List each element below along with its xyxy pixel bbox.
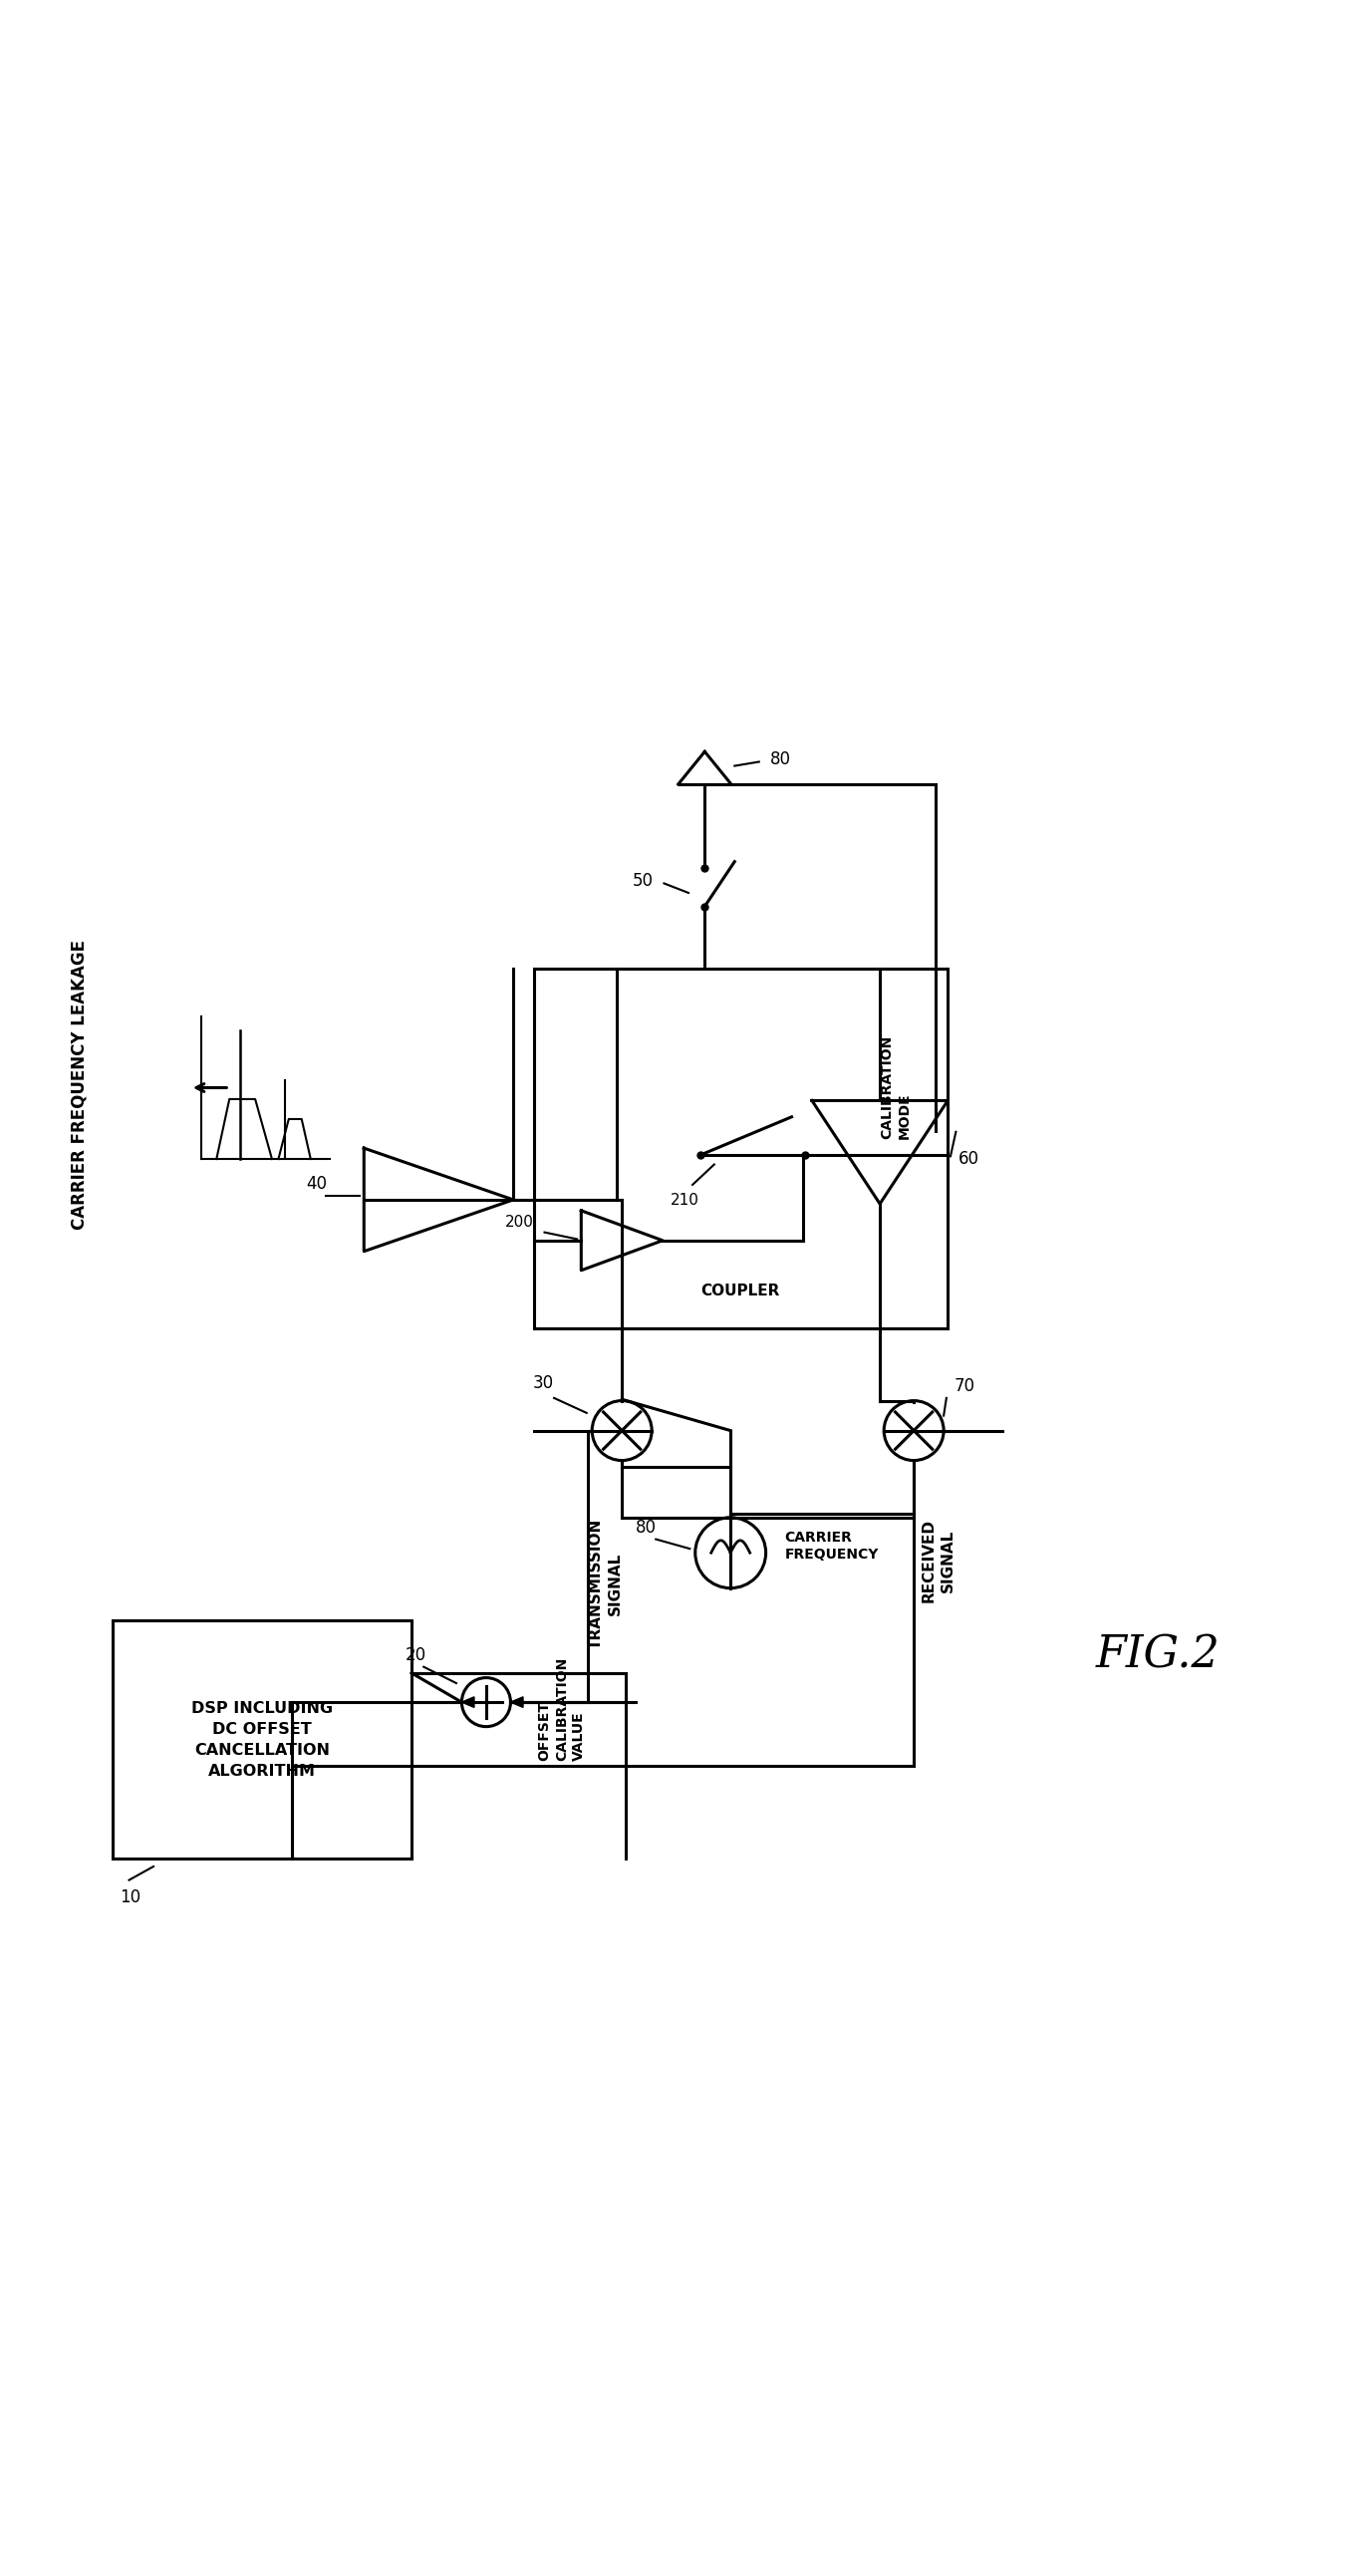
Text: CARRIER
FREQUENCY: CARRIER FREQUENCY	[785, 1530, 878, 1561]
Text: CARRIER FREQUENCY LEAKAGE: CARRIER FREQUENCY LEAKAGE	[70, 940, 87, 1229]
Text: 210: 210	[669, 1193, 699, 1208]
Text: 80: 80	[770, 750, 791, 768]
Bar	[534, 969, 948, 1329]
Text: CALIBRATION
MODE: CALIBRATION MODE	[880, 1036, 911, 1139]
Text: RECEIVED
SIGNAL: RECEIVED SIGNAL	[921, 1520, 956, 1602]
Text: OFFSET
CALIBRATION
VALUE: OFFSET CALIBRATION VALUE	[538, 1656, 586, 1762]
Text: 200: 200	[505, 1216, 534, 1229]
Text: 60: 60	[959, 1149, 979, 1167]
Text: 50: 50	[632, 871, 653, 889]
Text: 20: 20	[404, 1646, 426, 1664]
Text: 30: 30	[533, 1376, 553, 1394]
Text: 70: 70	[955, 1378, 975, 1396]
Text: TRANSMISSION
SIGNAL: TRANSMISSION SIGNAL	[589, 1520, 623, 1649]
Polygon shape	[462, 1698, 474, 1708]
Text: 80: 80	[637, 1520, 657, 1535]
Polygon shape	[511, 1698, 523, 1708]
Text: FIG.2: FIG.2	[1096, 1633, 1220, 1677]
Text: 10: 10	[120, 1888, 141, 1906]
Text: 40: 40	[306, 1175, 326, 1193]
Text: DSP INCLUDING
DC OFFSET
CANCELLATION
ALGORITHM: DSP INCLUDING DC OFFSET CANCELLATION ALG…	[191, 1700, 333, 1777]
Bar	[113, 1620, 411, 1857]
Text: COUPLER: COUPLER	[701, 1283, 780, 1298]
